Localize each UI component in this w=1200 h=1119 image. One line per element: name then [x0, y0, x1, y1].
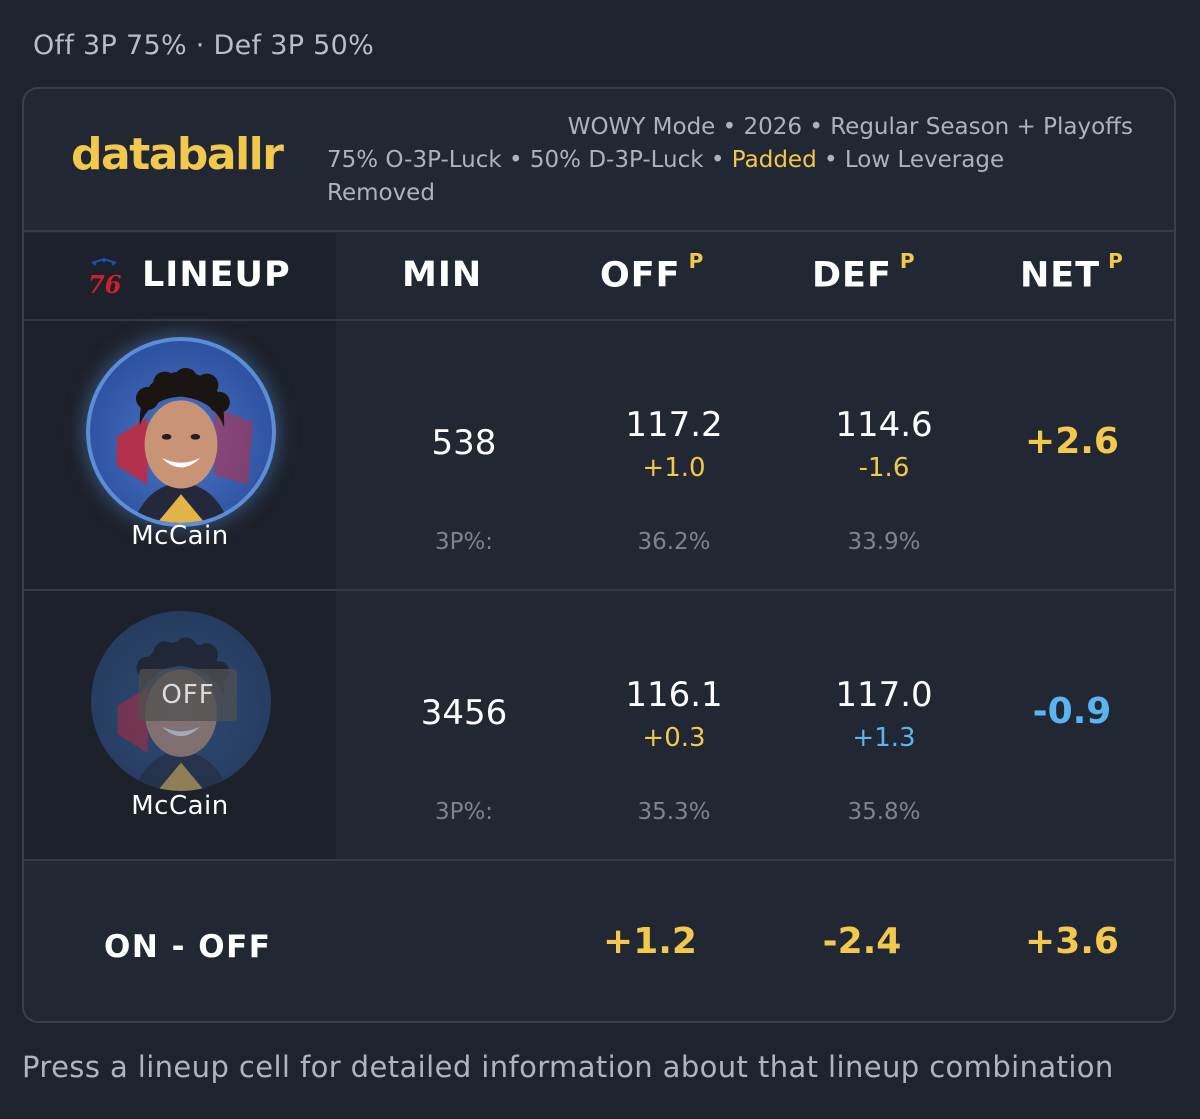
off-rating: 117.2 [625, 405, 723, 445]
card-header: databallr WOWY Mode • 2026 • Regular Sea… [24, 89, 1174, 231]
footer-hint: Press a lineup cell for detailed informa… [22, 1050, 1114, 1084]
header-divider [24, 230, 1174, 232]
on-off-def: -2.4 [822, 921, 902, 962]
table-header: 76 LINEUP MIN OFF P DEF P NET P [24, 233, 1174, 319]
row-divider [24, 589, 1174, 591]
lineup-row-on[interactable]: McCain 538 117.2 +1.0 114.6 -1.6 +2.6 3P… [24, 321, 1174, 589]
player-avatar [86, 337, 276, 527]
meta-leverage-text: • Low Leverage [816, 147, 1005, 173]
sixers-logo-icon: 76 [88, 257, 122, 297]
net-rating: -0.9 [1032, 691, 1112, 732]
meta-line-2: 75% O-3P-Luck • 50% D-3P-Luck • Padded •… [327, 144, 1147, 177]
off-rating-delta: +1.0 [642, 453, 706, 483]
off-badge: OFF [139, 669, 237, 721]
def-rating-delta: +1.3 [852, 723, 916, 753]
column-header-min: MIN [402, 255, 483, 295]
padded-marker: P [1108, 249, 1124, 273]
mode-meta: WOWY Mode • 2026 • Regular Season + Play… [327, 111, 1147, 210]
filter-summary: Off 3P 75% · Def 3P 50% [33, 30, 375, 61]
column-header-lineup: LINEUP [142, 255, 291, 295]
databallr-logo: databallr [71, 129, 284, 180]
net-rating: +2.6 [1025, 421, 1119, 462]
player-headshot-icon [116, 367, 253, 523]
minutes-value: 3456 [420, 693, 508, 733]
def-threep-pct: 33.9% [847, 529, 921, 555]
row-divider [24, 859, 1174, 861]
on-off-row: ON - OFF +1.2 -2.4 +3.6 [24, 861, 1174, 1021]
column-header-net-label: NET [1020, 255, 1101, 296]
off-rating-delta: +0.3 [642, 723, 706, 753]
off-threep-pct: 35.3% [637, 799, 711, 825]
def-rating-delta: -1.6 [858, 453, 910, 483]
padded-marker: P [899, 249, 916, 273]
meta-line-1: WOWY Mode • 2026 • Regular Season + Play… [567, 114, 1133, 140]
player-name: McCain [131, 521, 229, 551]
column-header-def[interactable]: DEF P [812, 249, 916, 296]
sixers-logo-number: 76 [88, 270, 122, 297]
lineup-row-off[interactable]: OFF McCain 3456 116.1 +0.3 117.0 +1.3 -0… [24, 591, 1174, 859]
player-avatar: OFF [91, 611, 271, 791]
on-off-off: +1.2 [603, 921, 697, 962]
minutes-value: 538 [431, 423, 497, 463]
column-header-def-label: DEF [812, 255, 892, 296]
meta-luck-text: 75% O-3P-Luck • 50% D-3P-Luck • [327, 147, 732, 173]
column-header-net[interactable]: NET P [1020, 249, 1124, 296]
wowy-card: databallr WOWY Mode • 2026 • Regular Sea… [22, 87, 1176, 1023]
meta-padded-flag: Padded [731, 147, 817, 173]
lineup-header-cell [24, 233, 336, 319]
column-header-off[interactable]: OFF P [600, 249, 704, 296]
padded-marker: P [688, 249, 705, 273]
threep-label: 3P%: [434, 799, 494, 825]
off-threep-pct: 36.2% [637, 529, 711, 555]
on-off-net: +3.6 [1025, 921, 1119, 962]
def-rating: 117.0 [835, 675, 933, 715]
def-rating: 114.6 [835, 405, 933, 445]
player-name: McCain [131, 791, 229, 821]
meta-line-3: Removed [327, 180, 435, 206]
threep-label: 3P%: [434, 529, 494, 555]
off-rating: 116.1 [625, 675, 723, 715]
thead-divider [24, 319, 1174, 321]
on-off-label: ON - OFF [104, 929, 272, 965]
column-header-off-label: OFF [600, 255, 681, 296]
def-threep-pct: 35.8% [847, 799, 921, 825]
